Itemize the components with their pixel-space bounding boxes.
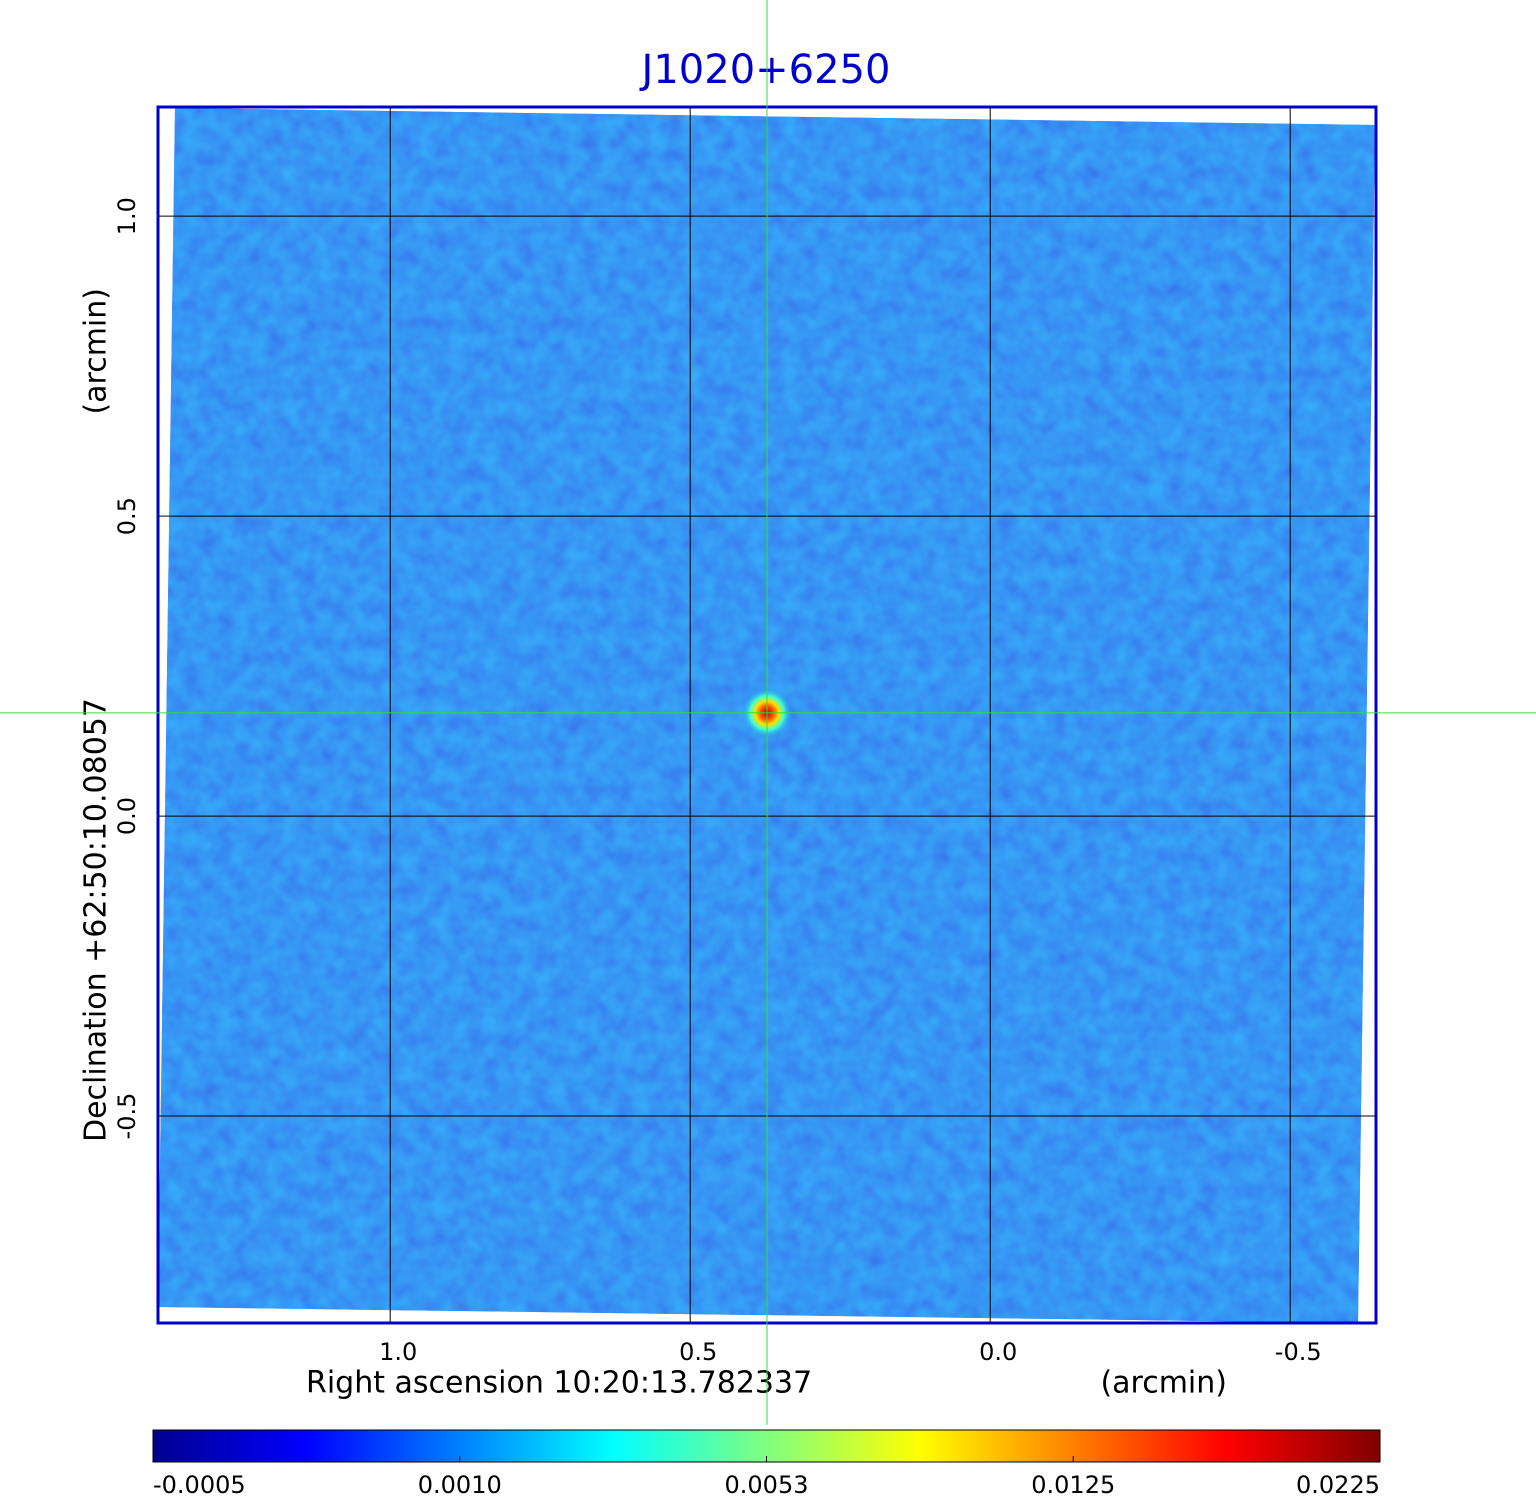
colorbar-tick-label: -0.0005: [153, 1471, 246, 1499]
colorbar-tick-label: 0.0225: [1296, 1471, 1380, 1499]
colorbar-tick-label: 0.0053: [725, 1471, 809, 1499]
y-tick-label: 0.5: [113, 497, 141, 535]
y-axis-label: Declination +62:50:10.08057: [79, 698, 114, 1142]
x-tick-label: 0.5: [679, 1338, 717, 1366]
colorbar-tick-label: 0.0010: [418, 1471, 502, 1499]
y-tick-label: 0.0: [113, 797, 141, 835]
chart-title: J1020+6250: [639, 47, 891, 93]
y-tick-label: -0.5: [113, 1093, 141, 1140]
colorbar-tick-label: 0.0125: [1031, 1471, 1115, 1499]
x-axis-unit: (arcmin): [1100, 1366, 1227, 1401]
x-tick-label: 1.0: [379, 1338, 417, 1366]
y-tick-label: 1.0: [113, 197, 141, 235]
x-tick-label: -0.5: [1275, 1338, 1322, 1366]
y-axis-unit: (arcmin): [79, 288, 114, 415]
x-axis-label: Right ascension 10:20:13.782337: [306, 1366, 812, 1401]
x-tick-label: 0.0: [979, 1338, 1017, 1366]
